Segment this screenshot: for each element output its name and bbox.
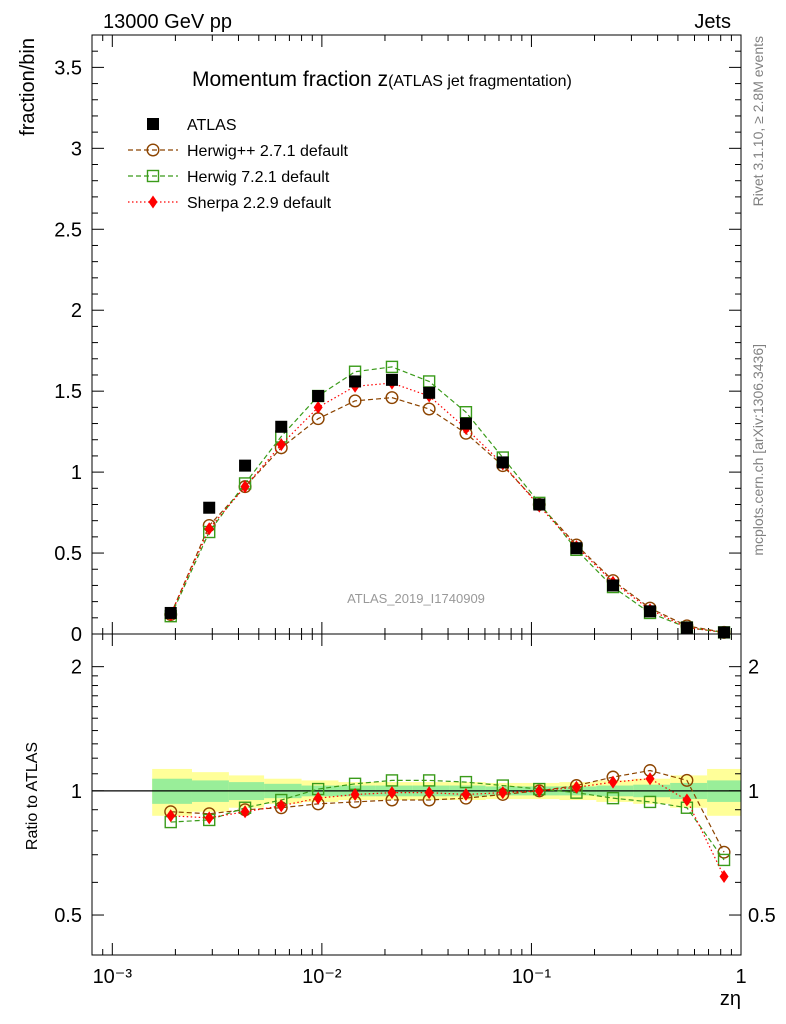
data-point — [422, 402, 436, 416]
ratio-point — [680, 773, 694, 787]
data-point — [385, 373, 398, 386]
data-point — [385, 391, 399, 405]
rivet-version-note: Rivet 3.1.10, ≥ 2.8M events — [750, 36, 766, 206]
legend-label: Sherpa 2.2.9 default — [187, 195, 332, 212]
legend-label: Herwig++ 2.7.1 default — [187, 143, 349, 160]
legend-marker — [146, 169, 160, 183]
series-line — [170, 397, 725, 633]
series-line — [170, 366, 725, 633]
x-tick-label: 10⁻² — [302, 966, 342, 988]
y-tick-label: 3 — [71, 138, 82, 160]
data-point — [313, 400, 323, 414]
legend-marker — [147, 118, 159, 130]
data-point — [240, 480, 250, 494]
data-point — [349, 375, 362, 388]
ratio-point — [424, 786, 434, 800]
ratio-frame — [91, 633, 742, 956]
data-point — [203, 501, 216, 514]
data-point — [570, 542, 583, 555]
data-point — [385, 360, 399, 374]
y-tick-label: 2.5 — [54, 219, 82, 241]
ratio-point — [682, 793, 692, 807]
ratio-point — [645, 772, 655, 786]
y-tick-label: 0.5 — [54, 543, 82, 565]
x-tick-label: 1 — [735, 966, 746, 988]
data-point — [459, 417, 472, 430]
ratio-point — [204, 811, 214, 825]
ratio-point — [534, 784, 544, 798]
ratio-point — [461, 787, 471, 801]
legend-label: Herwig 7.2.1 default — [187, 169, 330, 186]
ratio-point — [459, 775, 473, 789]
ratio-y-tick-label-right: 1 — [748, 781, 759, 803]
ratio-point — [643, 795, 657, 809]
data-point — [644, 605, 657, 618]
ratio-point — [166, 809, 176, 823]
process-label: Jets — [694, 11, 731, 33]
data-point — [423, 386, 436, 399]
ratio-point — [350, 787, 360, 801]
data-point — [276, 438, 286, 452]
x-tick-label: 10⁻¹ — [512, 966, 552, 988]
data-point — [533, 498, 546, 511]
mcplots-credit: mcplots.cern.ch [arXiv:1306.3436] — [750, 344, 766, 556]
data-point — [204, 522, 214, 536]
data-point — [312, 390, 325, 403]
main-title-sub: (ATLAS jet fragmentation) — [388, 73, 572, 90]
ratio-y-tick-label-right: 2 — [748, 657, 759, 679]
ratio-point — [717, 853, 731, 867]
ratio-point — [571, 780, 581, 794]
ratio-point — [606, 791, 620, 805]
main-plot-area: 0 0.5 1 1.5 2 2.5 3 3.5 — [54, 34, 742, 646]
data-point — [348, 394, 362, 408]
x-axis-label: zη — [720, 988, 741, 1010]
ratio-plot-area: 10⁻³ 10⁻² 10⁻¹ 1 0.5 0.5 1 1 2 2 — [54, 633, 776, 988]
ratio-point — [385, 774, 399, 787]
y-tick-label: 0 — [71, 624, 82, 646]
ratio-point — [387, 786, 397, 800]
data-point — [164, 606, 177, 619]
data-point — [606, 579, 619, 592]
ratio-y-tick-label-right: 0.5 — [748, 905, 776, 927]
ratio-point — [313, 791, 323, 805]
ratio-y-tick-label: 1 — [71, 781, 82, 803]
ratio-point — [719, 869, 729, 883]
y-tick-label: 1 — [71, 462, 82, 484]
ratio-point — [498, 786, 508, 800]
ratio-y-axis-label: Ratio to ATLAS — [24, 742, 41, 850]
data-point — [496, 456, 509, 469]
ratio-y-tick-label: 0.5 — [54, 905, 82, 927]
main-title-text: Momentum fraction z — [192, 68, 388, 91]
y-tick-label: 3.5 — [54, 57, 82, 79]
y-tick-label: 2 — [71, 300, 82, 322]
legend-marker — [146, 143, 160, 157]
ratio-point — [276, 799, 286, 813]
ratio-point — [240, 805, 250, 819]
ratio-series-line — [170, 778, 725, 877]
x-tick-label: 10⁻³ — [93, 966, 133, 988]
series-line — [170, 382, 725, 633]
data-point — [239, 459, 252, 472]
legend: ATLAS Herwig++ 2.7.1 default Herwig 7.2.1 … — [128, 117, 349, 212]
data-point — [680, 621, 693, 634]
data-point — [718, 626, 731, 639]
ratio-y-tick-label: 2 — [71, 657, 82, 679]
data-point — [275, 420, 288, 433]
legend-label: ATLAS — [187, 117, 237, 134]
analysis-watermark: ATLAS_2019_I1740909 — [347, 591, 485, 606]
main-title: Momentum fraction z(ATLAS jet fragmentat… — [192, 68, 572, 91]
ratio-series-line — [170, 779, 725, 861]
legend-marker — [148, 195, 158, 209]
y-tick-label: 1.5 — [54, 381, 82, 403]
ratio-point — [422, 774, 436, 787]
ratio-point — [608, 775, 618, 789]
main-y-axis-label: fraction/bin — [17, 38, 39, 136]
energy-label: 13000 GeV pp — [103, 11, 232, 33]
